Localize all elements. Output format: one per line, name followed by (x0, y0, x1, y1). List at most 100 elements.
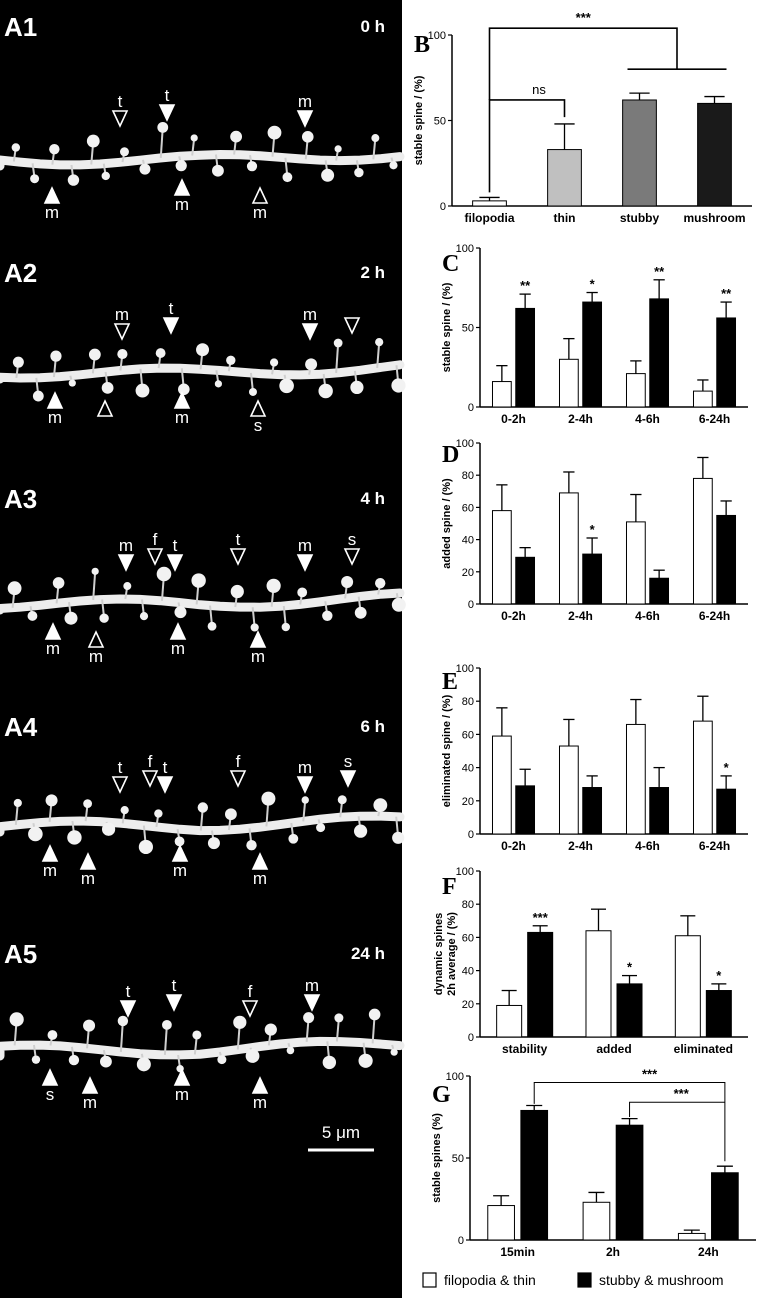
arrow-label: m (83, 1093, 97, 1112)
spine-head (207, 621, 217, 631)
frame-a3: A3 4 hm f t t m sm m m m (0, 484, 406, 666)
significance-bracket (488, 99, 566, 193)
spine-head (391, 378, 406, 393)
arrow-label: m (298, 758, 312, 777)
spine-head (225, 808, 237, 821)
open-arrowhead-icon (113, 323, 131, 341)
bar (716, 317, 737, 408)
arrow-label: m (251, 647, 265, 666)
spine-head (50, 350, 62, 362)
bar (520, 1109, 549, 1241)
spine-arrow-down: f (141, 752, 159, 788)
spine-head (373, 798, 388, 812)
spine-head (136, 1057, 151, 1072)
spine-head (175, 160, 187, 172)
spine-arrow-down: s (343, 530, 361, 566)
spine-head (156, 566, 172, 582)
y-tick-label: 100 (456, 438, 474, 450)
y-tick-label: 0 (440, 201, 446, 213)
bar (615, 1124, 644, 1241)
y-tick-label: 80 (462, 899, 474, 911)
y-tick-label: 60 (462, 932, 474, 944)
spine-head (358, 1053, 373, 1068)
significance-marker: * (590, 277, 596, 292)
bar (692, 477, 713, 605)
filled-arrowhead-icon (173, 391, 191, 409)
significance-marker: ** (520, 278, 531, 293)
arrow-label: m (298, 536, 312, 555)
spine-arrow-down: m (113, 305, 131, 341)
spine-head (321, 168, 335, 182)
spine-head (32, 390, 44, 402)
category-label: 0-2h (501, 839, 526, 853)
panel-letter: F (442, 874, 457, 900)
spine-head (333, 338, 343, 348)
filled-arrowhead-icon (156, 776, 174, 794)
y-tick-label: 50 (452, 1153, 464, 1165)
significance-bracket (629, 1101, 725, 1117)
category-label: 15min (500, 1245, 535, 1259)
significance-marker: * (590, 522, 596, 537)
spine-arrow-down: f (229, 752, 247, 788)
frame-time: 4 h (360, 489, 385, 508)
chart-e: E 0 20 40 60 80 100 eliminated spine / (%) 0-2h 2… (441, 663, 748, 853)
y-tick-label: 0 (468, 599, 474, 611)
spine-head (301, 796, 309, 804)
arrow-label: m (48, 408, 62, 427)
spine-head (279, 378, 294, 394)
spine-head (31, 1055, 41, 1064)
spine-head (353, 824, 368, 838)
spine-arrow-up (96, 399, 114, 417)
chart-c: C 0 50 100 stable spine / (%) 0-2h ** 2-4h * 4-6h… (441, 243, 748, 426)
spine-head (64, 611, 78, 625)
spine-head (12, 356, 24, 368)
spine-head (88, 348, 101, 361)
spine-head (45, 794, 58, 807)
spine-head (230, 584, 244, 599)
bar (491, 735, 512, 835)
spine-head (67, 174, 80, 186)
spine-head (354, 606, 367, 619)
filled-arrowhead-icon (249, 630, 267, 648)
spine-head (67, 830, 82, 845)
y-axis-title: stable spine / (%) (441, 282, 453, 372)
frame-label: A4 (4, 712, 38, 742)
category-label: 4-6h (635, 839, 660, 853)
spine-head (226, 355, 236, 365)
spine-head (135, 383, 150, 398)
bar (674, 935, 701, 1038)
y-tick-label: 0 (468, 1032, 474, 1044)
spine-head (119, 147, 129, 157)
spine-arrow-up: m (46, 391, 64, 427)
filled-arrowhead-icon (46, 391, 64, 409)
y-tick-label: 100 (456, 663, 474, 675)
spine-head (390, 1048, 398, 1056)
bar (616, 983, 643, 1038)
bar (692, 390, 713, 408)
bar (491, 381, 512, 408)
open-arrowhead-icon (229, 770, 247, 788)
arrow-label: s (348, 530, 357, 549)
spine-head (174, 606, 187, 619)
spine-head (264, 1023, 277, 1036)
bar (558, 358, 579, 408)
dendrite (0, 149, 405, 171)
spine-arrow-down: t (119, 982, 137, 1018)
spine-arrow-down: t (111, 92, 129, 128)
bar (585, 930, 612, 1038)
scale-bar-label: 5 μm (322, 1123, 360, 1142)
spine-head (375, 338, 384, 347)
spine-neck (335, 342, 340, 374)
y-tick-label: 20 (462, 796, 474, 808)
spine-head (392, 831, 405, 844)
spine-arrow-up: m (41, 844, 59, 880)
spine-arrow-down: t (158, 86, 176, 122)
chart-b: B 0 50 100 stable spine / (%) filopodia thin st… (413, 10, 752, 225)
y-axis-title: eliminated spine / (%) (441, 694, 453, 807)
spine-arrow-down: m (303, 976, 321, 1012)
category-label: 2-4h (568, 839, 593, 853)
legend-item: stubby & mushroom (577, 1272, 724, 1288)
spine-head (282, 172, 293, 183)
filled-arrowhead-icon (119, 1000, 137, 1018)
category-label: 4-6h (635, 609, 660, 623)
